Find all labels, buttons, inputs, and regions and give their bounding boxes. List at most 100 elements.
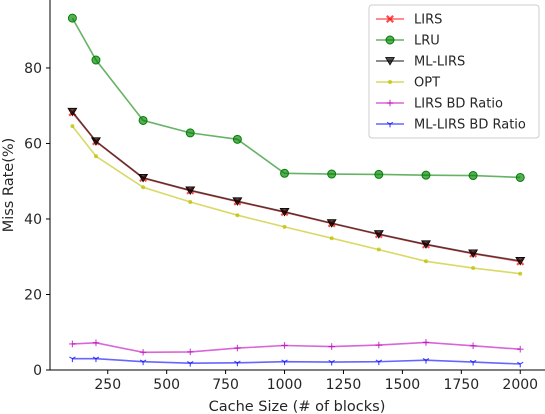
x-tick-label: 750 xyxy=(212,377,239,393)
data-point-ml-lirs-bd-ratio xyxy=(69,356,76,363)
data-point-ml-lirs xyxy=(515,257,526,266)
legend-entries: LIRS LRU ML-LIRS OPT LIRS BD Ratio ML-LIRS BD… xyxy=(376,13,526,133)
x-axis-label: Cache Size (# of blocks) xyxy=(209,399,386,414)
data-point-opt xyxy=(329,236,334,241)
data-point-opt xyxy=(141,185,146,190)
data-point-lru xyxy=(327,169,337,179)
data-point-opt xyxy=(188,199,193,204)
x-tick-label: 250 xyxy=(94,377,121,393)
axes-layer xyxy=(49,0,545,371)
data-point-lirs-bd-ratio xyxy=(328,343,335,350)
y-tick-label: 40 xyxy=(24,212,42,228)
data-point-opt xyxy=(518,271,523,276)
data-point-ml-lirs xyxy=(185,186,196,195)
x-tick-label: 1750 xyxy=(444,377,480,393)
data-point-lru xyxy=(185,128,195,138)
data-point-ml-lirs xyxy=(279,207,290,217)
data-point-ml-lirs-bd-ratio xyxy=(281,359,288,366)
data-point-lru xyxy=(232,134,242,144)
data-point-ml-lirs-bd-ratio xyxy=(328,359,335,366)
legend-label-opt: OPT xyxy=(414,76,440,91)
data-point-ml-lirs xyxy=(420,240,431,249)
data-point-lru xyxy=(67,13,77,23)
data-point-lru xyxy=(374,169,384,179)
series-opt xyxy=(70,124,523,276)
legend-entry-lru: LRU xyxy=(376,34,440,49)
data-point-ml-lirs xyxy=(232,197,243,206)
legend-marker-ml-lirs-bd-ratio xyxy=(386,121,394,128)
data-point-opt xyxy=(376,247,381,252)
data-point-lru xyxy=(421,170,431,180)
data-point-opt xyxy=(93,154,98,159)
data-point-ml-lirs xyxy=(138,173,149,183)
data-point-lirs-bd-ratio xyxy=(422,339,430,346)
series-line-opt xyxy=(71,125,521,275)
data-point-ml-lirs-bd-ratio xyxy=(469,359,477,366)
series-line-ml-lirs-bd-ratio xyxy=(72,357,521,365)
y-tick-label: 60 xyxy=(24,136,42,152)
data-point-lirs-bd-ratio xyxy=(469,342,477,350)
data-point-lirs-bd-ratio xyxy=(516,345,524,353)
data-point-lru xyxy=(91,55,101,65)
data-point-opt xyxy=(423,259,428,264)
data-point-ml-lirs-bd-ratio xyxy=(92,356,100,363)
legend-marker-lirs-bd-ratio xyxy=(386,99,394,107)
legend: LIRS LRU ML-LIRS OPT LIRS BD Ratio ML-LIRS BD… xyxy=(368,4,540,139)
x-tick-label: 1500 xyxy=(385,377,421,393)
legend-entry-lirs-bd-ratio: LIRS BD Ratio xyxy=(376,97,503,112)
data-point-lirs-bd-ratio xyxy=(92,339,100,347)
legend-entry-ml-lirs: ML-LIRS xyxy=(376,55,465,70)
data-point-lru xyxy=(138,115,148,125)
legend-label-ml-lirs-bd-ratio: ML-LIRS BD Ratio xyxy=(414,118,526,133)
legend-entry-opt: OPT xyxy=(376,76,440,91)
series-lru xyxy=(67,13,525,182)
data-point-lirs-bd-ratio xyxy=(186,348,194,356)
data-point-ml-lirs-bd-ratio xyxy=(422,358,430,364)
legend-label-lirs-bd-ratio: LIRS BD Ratio xyxy=(414,97,503,112)
data-point-ml-lirs xyxy=(67,107,78,117)
data-point-ml-lirs-bd-ratio xyxy=(375,359,383,366)
data-point-lirs-bd-ratio xyxy=(139,348,147,356)
data-point-ml-lirs xyxy=(373,230,384,239)
data-point-ml-lirs-bd-ratio xyxy=(234,360,241,367)
legend-label-lru: LRU xyxy=(414,34,440,49)
data-point-opt xyxy=(471,266,476,271)
x-tick-label: 1000 xyxy=(267,377,303,393)
y-tick-label: 20 xyxy=(24,287,42,303)
y-tick-label: 0 xyxy=(33,363,42,379)
data-point-opt xyxy=(282,224,287,229)
data-point-ml-lirs-bd-ratio xyxy=(517,361,524,368)
data-point-ml-lirs xyxy=(90,137,101,146)
data-point-opt xyxy=(70,124,75,129)
legend-marker-ml-lirs xyxy=(385,57,395,66)
series-lirs-bd-ratio xyxy=(69,339,524,356)
data-point-opt xyxy=(235,213,240,218)
legend-entry-lirs: LIRS xyxy=(376,13,442,28)
legend-frame xyxy=(368,4,540,139)
data-point-lirs-bd-ratio xyxy=(69,340,76,348)
data-point-lirs-bd-ratio xyxy=(281,342,288,349)
legend-marker-lirs xyxy=(386,15,394,23)
series-ml-lirs-bd-ratio xyxy=(69,356,524,368)
y-axis-label: Miss Rate(%) xyxy=(1,138,17,233)
series-ml-lirs xyxy=(67,107,526,266)
legend-label-ml-lirs: ML-LIRS xyxy=(414,55,465,70)
x-tick-label: 2000 xyxy=(502,377,538,393)
x-tick-label: 1250 xyxy=(326,377,362,393)
legend-marker-lru xyxy=(385,35,395,45)
legend-label-lirs: LIRS xyxy=(414,13,442,28)
y-tick-label: 80 xyxy=(24,61,42,77)
legend-entry-ml-lirs-bd-ratio: ML-LIRS BD Ratio xyxy=(376,118,526,133)
data-point-lirs-bd-ratio xyxy=(234,344,241,352)
data-point-ml-lirs xyxy=(468,249,479,258)
tick-layer: 250 500 750 1000 1250 1500 1750 2000 0 20 40 60 80 xyxy=(24,61,538,393)
data-point-ml-lirs-bd-ratio xyxy=(139,359,147,366)
data-point-ml-lirs xyxy=(326,219,337,228)
data-point-lru xyxy=(515,172,525,182)
data-point-lirs-bd-ratio xyxy=(375,341,383,349)
data-point-lru xyxy=(280,168,290,178)
data-point-ml-lirs-bd-ratio xyxy=(187,361,194,367)
series-line-lirs-bd-ratio xyxy=(72,341,521,354)
x-tick-label: 500 xyxy=(153,377,180,393)
